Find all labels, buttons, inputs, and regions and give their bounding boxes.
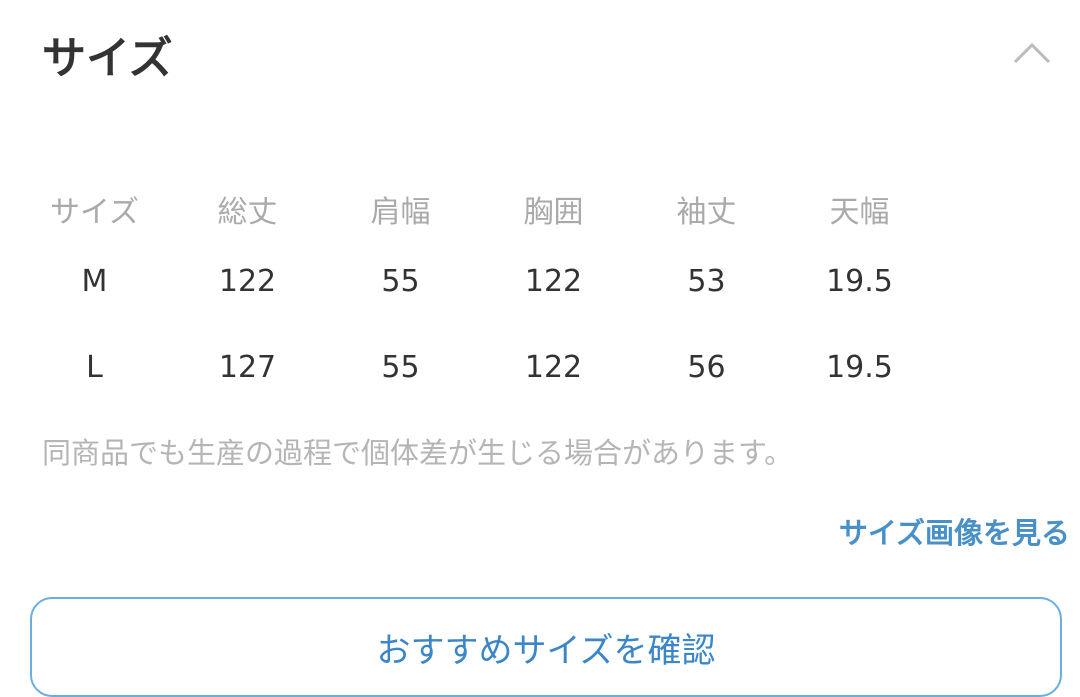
section-title: サイズ — [42, 33, 173, 84]
size-image-link[interactable]: サイズ画像を見る — [838, 516, 1070, 550]
table-row: M 122 55 122 53 19.5 — [18, 238, 936, 324]
cell: 55 — [381, 263, 420, 299]
cell: 127 — [218, 349, 277, 385]
col-header: サイズ — [49, 195, 140, 230]
col-header: 肩幅 — [370, 195, 431, 230]
cell: 122 — [218, 263, 277, 299]
cell: 19.5 — [826, 349, 893, 385]
table-row: L 127 55 122 56 19.5 — [18, 324, 936, 410]
size-table: サイズ 総丈 肩幅 胸囲 袖丈 天幅 M 122 55 122 53 19.5 … — [18, 180, 936, 410]
cell: 122 — [524, 349, 583, 385]
size-note: 同商品でも生産の過程で個体差が生じる場合があります。 — [42, 436, 794, 470]
cell: L — [86, 349, 103, 385]
cell: 19.5 — [826, 263, 893, 299]
chevron-up-icon[interactable] — [1012, 38, 1052, 68]
col-header: 天幅 — [829, 195, 890, 230]
cell: 56 — [687, 349, 726, 385]
recommend-size-button[interactable]: おすすめサイズを確認 — [30, 597, 1062, 697]
col-header: 胸囲 — [523, 195, 584, 230]
col-header: 袖丈 — [676, 195, 737, 230]
cell: M — [81, 263, 108, 299]
table-header: サイズ 総丈 肩幅 胸囲 袖丈 天幅 — [18, 180, 936, 238]
cell: 122 — [524, 263, 583, 299]
cell: 53 — [687, 263, 726, 299]
cell: 55 — [381, 349, 420, 385]
col-header: 総丈 — [217, 195, 278, 230]
